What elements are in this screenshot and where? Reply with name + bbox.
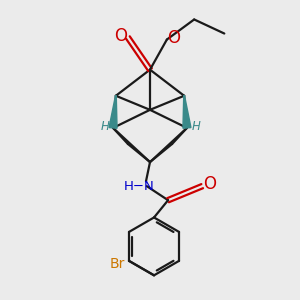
Text: H−N: H−N xyxy=(123,180,154,193)
Text: H: H xyxy=(191,120,200,133)
Text: Br: Br xyxy=(109,257,124,271)
Text: H: H xyxy=(100,120,109,133)
Text: O: O xyxy=(168,28,181,46)
Text: O: O xyxy=(114,26,127,44)
Polygon shape xyxy=(109,96,117,128)
Text: O: O xyxy=(203,175,216,193)
Polygon shape xyxy=(183,96,191,128)
